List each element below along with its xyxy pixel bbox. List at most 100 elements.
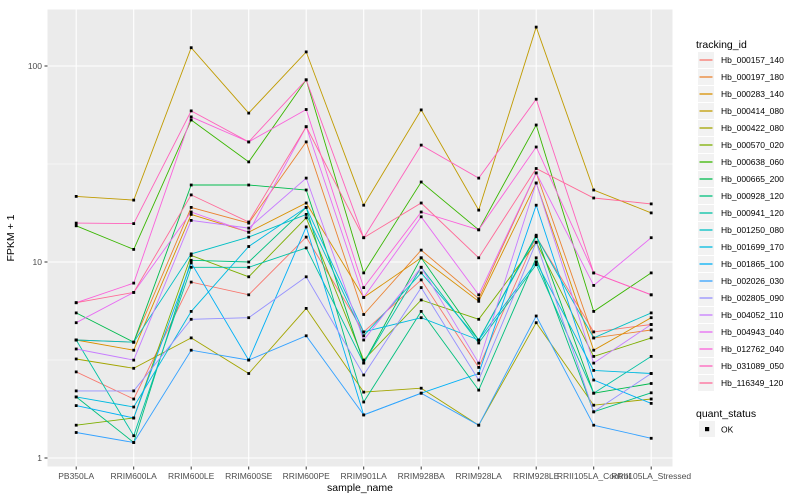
legend-entry-label: Hb_004943_040 (721, 327, 784, 337)
data-point (649, 397, 653, 401)
data-point (304, 78, 308, 82)
data-point (304, 216, 308, 220)
legend-entry-Hb_001699_170: Hb_001699_170 (698, 239, 784, 255)
data-point (132, 348, 136, 352)
data-point (132, 441, 136, 444)
legend: tracking_id Hb_000157_140Hb_000197_180Hb… (696, 39, 784, 437)
data-point (132, 198, 136, 202)
x-tick-label: RRIM600LE (168, 471, 215, 481)
data-point (247, 160, 251, 164)
data-point (247, 265, 251, 269)
data-point (592, 423, 596, 427)
data-point (304, 176, 308, 180)
legend-entry-label: Hb_004052_110 (721, 310, 784, 320)
legend-entry-Hb_000638_060: Hb_000638_060 (698, 154, 784, 170)
data-point (419, 310, 423, 313)
data-point (132, 366, 136, 370)
data-point (247, 183, 251, 187)
data-point (189, 219, 193, 222)
x-tick-label: RRIM928LA (456, 471, 503, 481)
data-point (189, 258, 193, 262)
data-point (592, 361, 596, 365)
legend-entry-Hb_002805_090: Hb_002805_090 (698, 290, 784, 306)
legend-entries: Hb_000157_140 Hb_000197_180 Hb_000283_140 H… (698, 52, 784, 391)
data-point (477, 228, 481, 232)
data-point (649, 336, 653, 340)
x-tick-label: RRIM928LE (513, 471, 560, 481)
data-point (362, 413, 366, 417)
data-point (534, 321, 538, 325)
data-point (247, 235, 251, 239)
legend-entry-label: Hb_000570_020 (721, 140, 784, 150)
data-point (304, 307, 308, 310)
legend-entry-Hb_000157_140: Hb_000157_140 (698, 52, 784, 68)
data-point (534, 145, 538, 149)
axis-layer: 1 10 100 PB350LA RRIM600LA RRIM600LE RRIM600SE… (28, 61, 692, 481)
data-point (362, 286, 366, 289)
legend-entry-Hb_031089_050: Hb_031089_050 (698, 358, 784, 374)
legend-entry-Hb_000665_200: Hb_000665_200 (698, 171, 784, 187)
data-point (304, 213, 308, 216)
data-point (362, 296, 366, 299)
data-point (189, 46, 193, 50)
legend-entry-label: Hb_002805_090 (721, 293, 784, 303)
legend-title-quant-status: quant_status (696, 408, 756, 420)
data-point (419, 143, 423, 147)
data-point (649, 211, 653, 215)
ok-square-marker-icon (705, 427, 710, 432)
data-point (304, 235, 308, 239)
data-point (132, 248, 136, 251)
legend-entry-label: Hb_000665_200 (721, 174, 784, 184)
data-point (74, 404, 78, 407)
data-point (592, 196, 596, 200)
data-point (247, 111, 251, 115)
data-point (362, 373, 366, 377)
data-point (649, 311, 653, 315)
legend-entry-Hb_000941_120: Hb_000941_120 (698, 205, 784, 221)
x-tick-label: PB350LA (58, 471, 94, 481)
data-point (304, 125, 308, 129)
legend-entry-label: Hb_031089_050 (721, 361, 784, 371)
data-point (592, 403, 596, 407)
data-point (74, 395, 78, 399)
data-point (132, 340, 136, 344)
data-point (649, 372, 653, 375)
data-point (304, 275, 308, 279)
data-point (74, 357, 78, 361)
data-point (304, 188, 308, 192)
data-point (74, 431, 78, 434)
data-point (189, 317, 193, 321)
data-point (477, 423, 481, 427)
data-point (534, 263, 538, 266)
data-point (304, 246, 308, 250)
legend-entry-Hb_000283_140: Hb_000283_140 (698, 86, 784, 102)
x-tick-label: RRII105LA_Stressed (611, 471, 691, 481)
data-point (477, 378, 481, 382)
data-point (132, 358, 136, 362)
legend-entry-label: Hb_000283_140 (721, 89, 784, 99)
legend-entry-label: Hb_000941_120 (721, 208, 784, 218)
data-point (362, 400, 366, 404)
data-point (649, 328, 653, 332)
data-point (419, 286, 423, 289)
data-point (649, 391, 653, 395)
data-point (247, 140, 251, 144)
data-point (419, 210, 423, 214)
data-point (534, 235, 538, 238)
data-point (419, 278, 423, 282)
data-point (247, 293, 251, 297)
data-point (419, 265, 423, 269)
data-point (304, 50, 308, 54)
data-point (477, 361, 481, 365)
legend-entry-Hb_002026_030: Hb_002026_030 (698, 273, 784, 289)
data-point (592, 391, 596, 395)
data-point (649, 202, 653, 206)
legend-entry-label: Hb_002026_030 (721, 276, 784, 286)
data-point (247, 230, 251, 234)
data-point (74, 338, 78, 342)
data-point (534, 256, 538, 260)
data-point (592, 188, 596, 192)
data-point (649, 402, 653, 405)
legend-entry-label: Hb_116349_120 (721, 378, 784, 388)
